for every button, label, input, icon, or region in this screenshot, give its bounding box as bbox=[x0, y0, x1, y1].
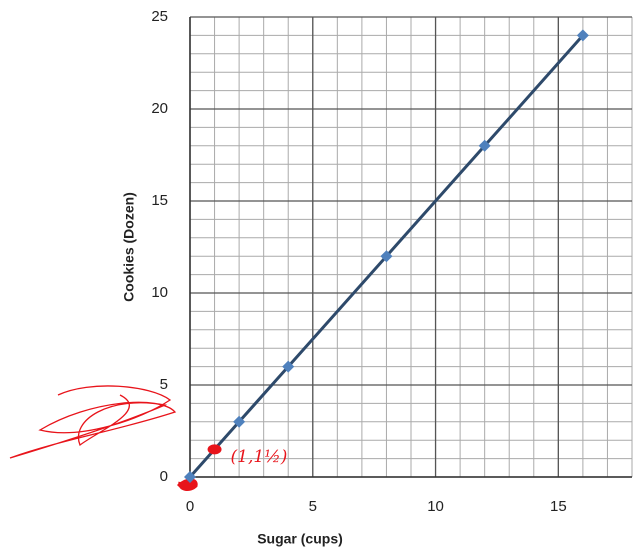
annotated-point bbox=[208, 444, 222, 454]
scribble bbox=[10, 386, 175, 458]
annotation: (1,1½) bbox=[231, 447, 288, 467]
y-axis-title: Cookies (Dozen) bbox=[121, 192, 137, 302]
scribble bbox=[178, 480, 196, 489]
page: Sugar (cups) Cookies (Dozen) 0 5 10 15 0 5 10 1… bbox=[0, 0, 639, 552]
y-tick-label: 10 bbox=[151, 284, 168, 301]
x-tick-label: 0 bbox=[186, 498, 194, 515]
x-axis-title: Sugar (cups) bbox=[257, 531, 343, 547]
y-tick-label: 15 bbox=[151, 192, 168, 209]
x-tick-label: 15 bbox=[550, 498, 567, 515]
x-tick-label: 5 bbox=[309, 498, 317, 515]
y-tick-label: 20 bbox=[151, 100, 168, 117]
y-tick-label: 25 bbox=[151, 8, 168, 25]
chart: Sugar (cups) Cookies (Dozen) 0 5 10 15 0 5 10 1… bbox=[0, 0, 639, 552]
y-tick-label: 0 bbox=[160, 468, 168, 485]
y-tick-label: 5 bbox=[160, 376, 168, 393]
x-tick-label: 10 bbox=[427, 498, 444, 515]
